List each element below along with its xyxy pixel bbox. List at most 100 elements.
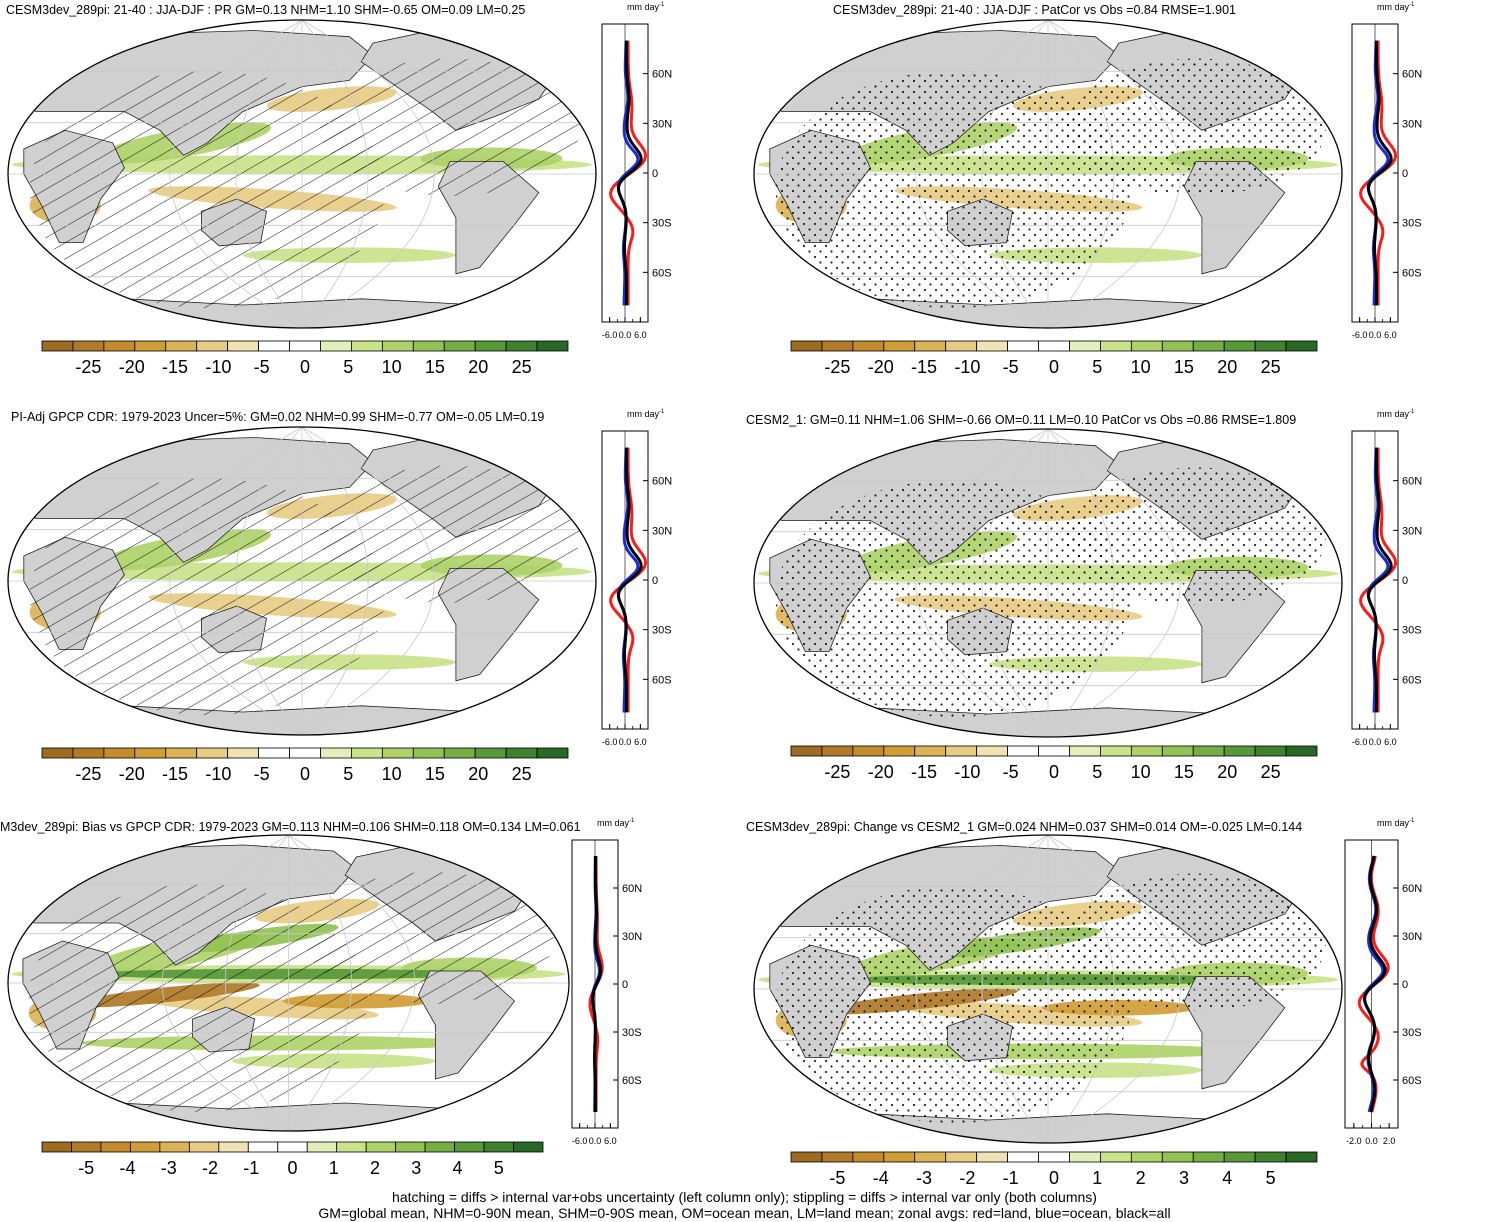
colorbar-swatch [914,1151,947,1163]
colorbar-swatch [130,1141,161,1153]
colorbar-tick-label: 15 [1174,357,1194,377]
zonal-lat-tick-label: 30S [652,625,672,637]
colorbar-tick-label: -4 [873,1168,889,1188]
colorbar-tick-label: -4 [119,1158,135,1178]
colorbar-tick-label: 4 [1222,1168,1232,1188]
colorbar-swatch [258,747,290,759]
colorbar-swatch [1285,1151,1318,1163]
colorbar-tick-label: 20 [468,764,488,784]
colorbar-swatch [1007,340,1039,352]
colorbar-tick-label: 25 [1261,357,1281,377]
colorbar-swatch [306,1141,338,1153]
colorbar-swatch [320,747,352,759]
units-label: mm day-1 [1377,2,1415,12]
colorbar-tick-label: -25 [75,764,101,784]
colorbar: -25 -20 -15 -10 -5 0 5 10 15 20 25 [790,745,1318,782]
zonal-mean-plot: 60N 30N 0 30S 60S -6.0 0.0 6.0 [571,839,642,1146]
colorbar-tick-label: 25 [512,764,532,784]
colorbar-tick-label: 20 [468,357,488,377]
colorbar-swatch [365,1141,397,1153]
colorbar-swatch [289,340,321,352]
colorbar-tick-label: -15 [162,357,188,377]
panel-title: CESM3dev_289pi: Change vs CESM2_1 GM=0.0… [746,820,1303,834]
colorbar-tick-label: -25 [824,357,850,377]
precip-map [753,834,1343,1144]
zonal-lat-tick-label: 60S [622,1075,642,1087]
zonal-value-tick-label: -2.0 [1346,1136,1362,1146]
colorbar-tick-label: -25 [75,357,101,377]
zonal-all-line [616,40,643,306]
units-label: mm day-1 [1377,818,1415,828]
colorbar-swatch [41,340,74,352]
colorbar-swatch [227,747,259,759]
zonal-lat-tick-label: 30S [1402,625,1422,637]
zonal-all-line [616,447,643,713]
zonal-all-line [591,856,603,1112]
zonal-value-tick-label: 6.0 [634,330,647,340]
zonal-mean-plot: 60N 30N 0 30S 60S -2.0 0.0 2.0 [1344,839,1422,1146]
zonal-value-tick-label: 0.0 [1365,1136,1378,1146]
zonal-lat-tick-label: 60S [652,267,672,279]
colorbar-tick-label: -10 [954,357,980,377]
zonal-lat-tick-label: 0 [652,168,658,180]
zonal-value-tick-label: 0.0 [1369,737,1382,747]
colorbar-swatch [474,340,507,352]
colorbar-tick-label: -1 [243,1158,259,1178]
colorbar-tick-label: -5 [254,357,270,377]
zonal-lat-tick-label: 60N [1402,883,1422,895]
colorbar-swatch [165,747,198,759]
colorbar-swatch [821,745,854,757]
colorbar-swatch [1007,745,1039,757]
colorbar-tick-label: 2 [370,1158,380,1178]
colorbar-swatch [1038,745,1070,757]
colorbar-tick-label: -3 [916,1168,932,1188]
colorbar-tick-label: -5 [1003,762,1019,782]
zonal-value-tick-label: 6.0 [1384,330,1397,340]
colorbar-swatch [103,747,136,759]
zonal-value-tick-label: -6.0 [572,1136,588,1146]
colorbar-swatch [188,1141,220,1153]
colorbar-tick-label: 0 [300,764,310,784]
colorbar-tick-label: 0 [1049,1168,1059,1188]
colorbar-swatch [976,340,1008,352]
zonal-lat-tick-label: 30N [1402,118,1422,130]
colorbar-swatch [1069,1151,1101,1163]
colorbar-swatch [821,1151,854,1163]
colorbar: -5 -4 -3 -2 -1 0 1 2 3 4 5 [41,1141,544,1178]
colorbar-tick-label: -15 [911,762,937,782]
panel-title: PI-Adj GPCP CDR: 1979-2023 Uncer=5%: GM=… [11,410,545,424]
colorbar-tick-label: -20 [868,357,894,377]
colorbar-swatch [1069,340,1101,352]
colorbar-swatch [536,340,569,352]
colorbar-tick-label: -15 [911,357,937,377]
colorbar-swatch [103,340,136,352]
colorbar-swatch [165,340,198,352]
zonal-value-tick-label: -6.0 [602,330,618,340]
zonal-lat-tick-label: 60N [652,476,672,488]
zonal-lat-tick-label: 60N [1402,476,1422,488]
colorbar-tick-label: 25 [512,357,532,377]
units-label: mm day-1 [627,409,665,419]
colorbar-swatch [100,1141,131,1153]
zonal-value-tick-label: -6.0 [1352,737,1368,747]
colorbar: -25 -20 -15 -10 -5 0 5 10 15 20 25 [41,747,569,784]
zonal-value-tick-label: 0.0 [1369,330,1382,340]
colorbar-swatch [945,340,978,352]
colorbar-tick-label: 0 [300,357,310,377]
colorbar-swatch [381,340,414,352]
zonal-all-line [1366,40,1393,306]
colorbar-swatch [1100,1151,1132,1163]
colorbar-tick-label: 15 [425,764,445,784]
precip-map [7,834,570,1132]
zonal-lat-tick-label: 30S [622,1027,642,1039]
colorbar-tick-label: -5 [254,764,270,784]
colorbar-tick-label: 3 [411,1158,421,1178]
panel-title: CESM3dev_289pi: 21-40 : JJA-DJF : PatCor… [833,3,1236,17]
colorbar-swatch [1254,1151,1287,1163]
colorbar-tick-label: -10 [205,357,231,377]
colorbar-swatch [883,1151,916,1163]
colorbar-swatch [505,747,538,759]
colorbar-swatch [227,340,259,352]
colorbar-swatch [1192,340,1225,352]
zonal-lat-tick-label: 60S [1402,674,1422,686]
